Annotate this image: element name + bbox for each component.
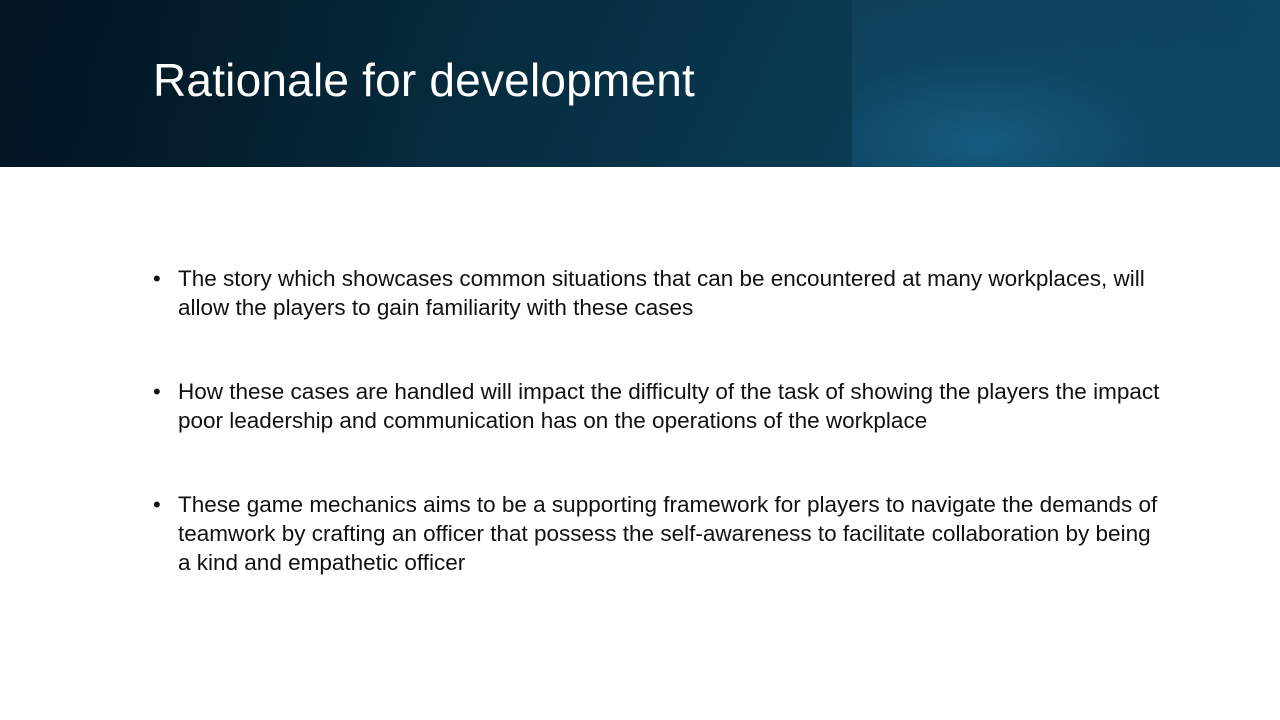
bullet-text: The story which showcases common situati… — [178, 266, 1145, 320]
banner-glow — [852, 0, 1280, 167]
bullet-text: These game mechanics aims to be a suppor… — [178, 492, 1158, 575]
bullet-item: • The story which showcases common situa… — [153, 265, 1163, 322]
bullet-marker: • — [153, 492, 161, 518]
bullet-item: • These game mechanics aims to be a supp… — [153, 491, 1163, 577]
bullet-marker: • — [153, 379, 161, 405]
bullet-marker: • — [153, 266, 161, 291]
bullet-item: • How these cases are handled will impac… — [153, 378, 1163, 435]
banner-shade — [0, 0, 420, 167]
title-banner: Rationale for development — [0, 0, 1280, 167]
bullet-text: How these cases are handled will impact … — [178, 379, 1160, 433]
bullet-list: • The story which showcases common situa… — [153, 265, 1163, 633]
slide-title: Rationale for development — [153, 54, 695, 106]
